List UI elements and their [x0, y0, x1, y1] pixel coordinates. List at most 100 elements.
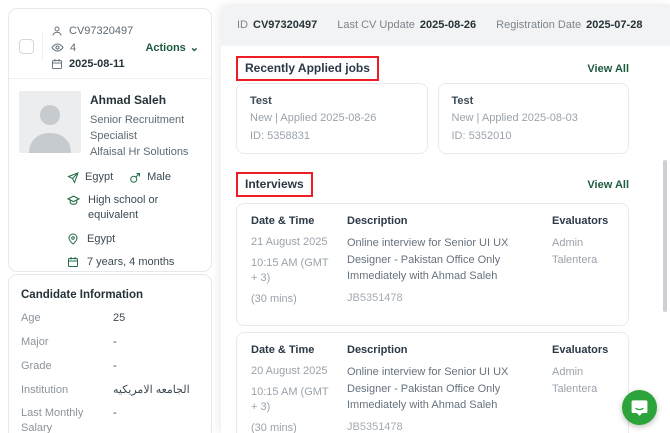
info-label: Last Monthly Salary	[21, 407, 84, 433]
column-header-datetime: Date & Time	[251, 215, 315, 227]
interview-description: Online interview for Senior UI UX Design…	[347, 366, 509, 412]
candidate-summary-card: CV97320497 4 Actions ⌄ 2025-	[8, 8, 212, 272]
interviews-view-all-link[interactable]: View All	[587, 178, 629, 191]
interview-evaluators-column: Evaluators Admin Talentera	[552, 344, 614, 433]
last-cv-value: 2025-08-26	[419, 19, 477, 31]
actions-button[interactable]: Actions ⌄	[145, 41, 199, 55]
location-value: Egypt	[87, 232, 116, 245]
education-value: High school or equivalent	[88, 193, 159, 221]
column-header-description: Description	[347, 215, 408, 227]
column-header-datetime: Date & Time	[251, 344, 315, 357]
interview-table: Date & Time 21 August 2025 10:15 AM (GMT…	[251, 215, 614, 312]
experience-value: 7 years, 4 months	[87, 256, 175, 269]
date-value: 2025-08-11	[69, 58, 125, 70]
chat-launcher-button[interactable]	[622, 390, 657, 425]
applied-jobs-list: Test New | Applied 2025-08-26 ID: 535883…	[236, 83, 629, 154]
actions-label: Actions	[145, 41, 186, 54]
info-row-salary: Last Monthly Salary -	[21, 406, 199, 433]
eye-icon	[51, 41, 64, 54]
evaluator: Admin	[552, 366, 584, 379]
candidate-name: Ahmad Saleh	[90, 93, 167, 107]
divider	[9, 78, 211, 79]
job-id: ID: 5358831	[250, 130, 310, 142]
avatar	[19, 91, 81, 153]
column-header-evaluators: Evaluators	[552, 215, 609, 227]
job-id: ID: 5352010	[451, 130, 512, 142]
chat-bubble-icon	[630, 398, 649, 417]
cv-id-row: CV97320497	[51, 25, 199, 37]
summary-rows: CV97320497 4 Actions ⌄ 2025-	[51, 17, 199, 74]
candidate-sidebar: CV97320497 4 Actions ⌄ 2025-	[8, 8, 212, 433]
gender-value: Male	[147, 171, 171, 184]
annotation-box-interviews: Interviews	[236, 172, 313, 197]
interview-time: 10:15 AM (GMT + 3)	[251, 386, 329, 414]
interview-description: Online interview for Senior UI UX Design…	[347, 237, 509, 282]
checkbox-column	[19, 33, 43, 60]
candidate-title: Senior Recruitment Specialist	[90, 114, 185, 142]
job-card[interactable]: Test New | Applied 2025-08-03 ID: 535201…	[437, 83, 629, 154]
info-value: الجامعه الامريكيه	[113, 383, 190, 396]
paper-plane-icon	[67, 171, 79, 184]
registration-value: 2025-07-28	[586, 19, 643, 31]
profile-text: Ahmad Saleh Senior Recruitment Specialis…	[90, 91, 195, 161]
chevron-down-icon: ⌄	[189, 42, 199, 54]
candidate-checkbox[interactable]	[19, 39, 34, 54]
job-card[interactable]: Test New | Applied 2025-08-26 ID: 535883…	[236, 83, 428, 154]
date-row: 2025-08-11	[51, 58, 199, 70]
job-title: Test	[451, 95, 474, 107]
interview-description-column: Description Online interview for Senior …	[347, 215, 538, 312]
location-pin-icon	[67, 233, 79, 245]
applied-jobs-view-all-link[interactable]: View All	[587, 62, 629, 75]
candidate-summary-header: CV97320497 4 Actions ⌄ 2025-	[19, 17, 199, 74]
info-row-major: Major -	[21, 335, 199, 350]
info-row-institution: Institution الجامعه الامريكيه	[21, 383, 199, 398]
registration-label: Registration Date	[496, 19, 582, 31]
interview-datetime-column: Date & Time 21 August 2025 10:15 AM (GMT…	[251, 215, 333, 312]
interview-card[interactable]: Date & Time 21 August 2025 10:15 AM (GMT…	[236, 203, 629, 327]
job-status-line: New | Applied 2025-08-26	[250, 112, 377, 124]
evaluator: Talentera	[552, 382, 598, 395]
interview-date: 21 August 2025	[251, 236, 328, 248]
info-value: -	[113, 359, 117, 372]
location-row: Egypt	[67, 232, 199, 247]
male-icon	[129, 172, 141, 184]
panel-body: Recently Applied jobs View All Test New …	[221, 46, 670, 433]
column-header-evaluators: Evaluators	[552, 344, 609, 357]
nationality-gender-row: Egypt Male	[67, 171, 199, 184]
interview-duration: (30 mins)	[251, 292, 297, 305]
graduation-cap-icon	[67, 194, 80, 207]
info-label: Major	[21, 335, 49, 348]
info-value: 25	[113, 312, 126, 324]
info-label: Grade	[21, 359, 52, 372]
applied-jobs-heading: Recently Applied jobs	[245, 61, 370, 75]
id-value: CV97320497	[253, 19, 318, 31]
candidate-details: Egypt Male High school or equivalent	[67, 171, 199, 270]
job-status-line: New | Applied 2025-08-03	[451, 112, 578, 124]
evaluator: Admin	[552, 237, 584, 249]
person-icon	[51, 25, 63, 37]
candidate-detail-panel: ID CV97320497 Last CV Update 2025-08-26 …	[221, 4, 670, 433]
scrollbar-thumb[interactable]	[663, 160, 667, 312]
experience-row: 7 years, 4 months	[67, 255, 199, 270]
interview-table: Date & Time 20 August 2025 10:15 AM (GMT…	[251, 344, 614, 433]
info-label: Institution	[21, 383, 69, 396]
interview-datetime-column: Date & Time 20 August 2025 10:15 AM (GMT…	[251, 344, 333, 433]
cv-id-value: CV97320497	[69, 25, 134, 37]
candidate-profile: Ahmad Saleh Senior Recruitment Specialis…	[19, 91, 199, 161]
views-count: 4	[70, 41, 77, 54]
annotation-box-recently-applied: Recently Applied jobs	[236, 56, 379, 81]
interviews-heading: Interviews	[245, 177, 304, 191]
interviews-section-header: Interviews View All	[236, 172, 629, 197]
education-row: High school or equivalent	[67, 193, 199, 223]
info-value: -	[113, 335, 117, 348]
interview-description-column: Description Online interview for Senior …	[347, 344, 538, 433]
info-row-grade: Grade -	[21, 359, 199, 374]
interview-job-id: JB5351478	[347, 291, 403, 304]
last-cv-label: Last CV Update	[337, 19, 415, 31]
header-registration-date: Registration Date 2025-07-28	[496, 19, 642, 31]
info-value: -	[113, 407, 117, 420]
info-row-age: Age 25	[21, 311, 199, 326]
column-header-description: Description	[347, 344, 408, 357]
nationality-value: Egypt	[85, 171, 114, 184]
interview-card[interactable]: Date & Time 20 August 2025 10:15 AM (GMT…	[236, 332, 629, 433]
